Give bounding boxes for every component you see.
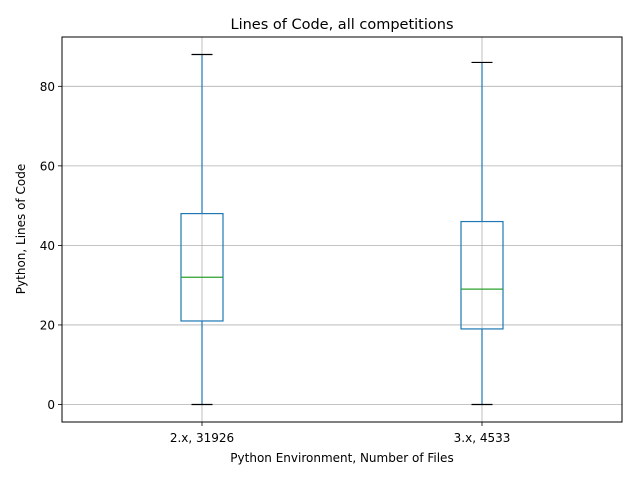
y-tick-label: 20: [40, 318, 55, 332]
iqr-box: [180, 212, 224, 322]
y-tick-label: 80: [40, 80, 55, 94]
x-axis-label: Python Environment, Number of Files: [230, 451, 453, 465]
box-1: [180, 53, 224, 406]
grid-lines: [62, 37, 622, 422]
y-tick-label: 40: [40, 239, 55, 253]
chart-title: Lines of Code, all competitions: [231, 17, 454, 33]
y-tick-label: 0: [47, 398, 55, 412]
x-tick-label: 3.x, 4533: [454, 431, 511, 445]
y-tick-label: 60: [40, 159, 55, 173]
iqr-box: [460, 220, 504, 330]
box-2: [460, 61, 504, 406]
y-axis-label: Python, Lines of Code: [14, 164, 28, 294]
axis-ticks: 0 20 40 60 80 2.x, 31926 3.x, 4533: [40, 80, 511, 445]
boxes: [180, 53, 504, 406]
x-tick-label: 2.x, 31926: [170, 431, 234, 445]
plot-frame: [61, 36, 623, 423]
